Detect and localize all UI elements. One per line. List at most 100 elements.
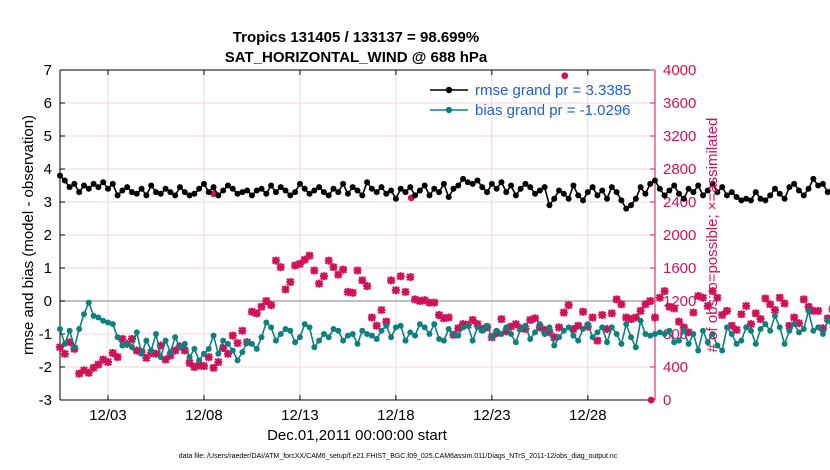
rmse-series-point — [124, 184, 131, 191]
rmse-series-point — [757, 195, 764, 202]
bias-series-point — [152, 331, 159, 337]
rmse-series-point — [191, 190, 198, 197]
rmse-series-point — [224, 182, 231, 189]
obs-assimilated-point — [219, 344, 228, 353]
rmse-series-point — [819, 180, 826, 187]
rmse-series-point — [210, 184, 217, 191]
rmse-series-point — [580, 197, 587, 204]
rmse-series-point — [320, 189, 327, 196]
rmse-series-point — [229, 185, 236, 192]
rmse-series-point — [743, 195, 750, 202]
rmse-series-point — [714, 189, 721, 196]
obs-assimilated-point — [65, 338, 74, 347]
bias-series-point — [205, 345, 212, 352]
obs-assimilated-point — [636, 306, 645, 315]
rmse-series-point — [738, 197, 745, 204]
bias-series-point — [618, 340, 625, 347]
obs-assimilated-point — [804, 302, 813, 311]
rmse-series-point — [220, 187, 227, 194]
rmse-series-point — [795, 187, 802, 194]
obs-assimilated-point — [339, 265, 348, 274]
obs-assimilated-point — [535, 323, 544, 332]
legend-rmse-label: rmse grand pr = 3.3385 — [475, 82, 631, 99]
rmse-series-point — [484, 189, 491, 196]
rmse-series-point — [354, 187, 361, 194]
bias-series-point — [440, 337, 447, 344]
obs-assimilated-point — [108, 348, 117, 357]
obs-assimilated-point — [127, 334, 136, 343]
rmse-series-point — [824, 189, 830, 196]
obs-assimilated-point — [814, 306, 823, 315]
obs-assimilated-point — [348, 288, 357, 297]
rmse-series-point — [508, 182, 515, 189]
rmse-series-point — [349, 184, 356, 191]
obs-assimilated-point — [391, 286, 400, 295]
obs-assimilated-point — [195, 361, 204, 370]
obs-assimilated-point — [444, 313, 453, 322]
bias-series-point — [416, 321, 423, 328]
bias-series-point — [484, 322, 491, 329]
rmse-series-point — [632, 195, 639, 202]
obs-assimilated-point — [166, 351, 175, 360]
rmse-series-point — [498, 179, 505, 186]
obs-possible-point — [210, 190, 217, 198]
rmse-series-point — [244, 187, 251, 194]
obs-assimilated-point — [593, 336, 602, 345]
bias-series-point — [277, 331, 284, 337]
rmse-series-point — [311, 187, 318, 194]
rmse-series-point — [695, 182, 702, 189]
bias-series-point — [124, 340, 131, 347]
rmse-series-point — [119, 187, 126, 194]
rmse-series-point — [340, 180, 347, 187]
bias-series-point — [239, 349, 246, 356]
rmse-series-point — [532, 190, 539, 197]
bias-series-point — [628, 334, 635, 341]
bias-series-point — [90, 312, 97, 319]
rmse-series-point — [733, 194, 740, 201]
y-tick-label: 1 — [44, 260, 52, 277]
obs-assimilated-point — [780, 299, 789, 308]
rmse-series-point — [66, 184, 73, 191]
obs-assimilated-point — [94, 360, 103, 369]
obs-assimilated-point — [569, 325, 578, 334]
rmse-series-point — [268, 182, 275, 189]
bias-series-point — [378, 327, 385, 334]
bias-series-point — [210, 332, 217, 339]
obs-assimilated-point — [396, 272, 405, 281]
bias-series-point — [215, 350, 222, 357]
obs-assimilated-point — [334, 270, 343, 279]
rmse-series-point — [699, 192, 706, 199]
bias-series-point — [248, 340, 255, 347]
y2-tick-label: 2400 — [663, 194, 696, 211]
bias-series-point — [412, 332, 419, 339]
bias-series-point — [301, 321, 308, 328]
bias-series-point — [752, 340, 759, 347]
bias-series-point — [637, 317, 644, 324]
rmse-series-point — [675, 190, 682, 197]
obs-assimilated-point — [511, 320, 520, 329]
bias-series-point — [253, 345, 260, 352]
bias-series-point — [292, 339, 299, 346]
obs-assimilated-point — [555, 323, 564, 332]
rmse-series-point — [599, 187, 606, 194]
bias-series-point — [287, 327, 294, 334]
obs-assimilated-point — [439, 314, 448, 323]
obs-assimilated-point — [799, 295, 808, 304]
y2-tick-label: 2800 — [663, 161, 696, 178]
bias-series-point — [642, 331, 649, 337]
plot-area: -3-2-10123456704008001200160020002400280… — [39, 62, 830, 424]
obs-assimilated-point — [291, 261, 300, 270]
rmse-series-point — [359, 192, 366, 199]
rmse-series-point — [747, 197, 754, 204]
bias-series-point — [460, 324, 467, 331]
bias-series-point — [296, 334, 303, 341]
legend-bias-marker — [445, 106, 453, 114]
obs-assimilated-point — [818, 324, 827, 333]
obs-assimilated-point — [319, 272, 328, 281]
obs-assimilated-point — [727, 321, 736, 330]
obs-assimilated-point — [531, 314, 540, 323]
rmse-series-point — [215, 192, 222, 199]
rmse-series-point — [344, 190, 351, 197]
x-axis-label: Dec.01,2011 00:00:00 start — [267, 427, 448, 444]
bias-series-point — [181, 340, 188, 347]
